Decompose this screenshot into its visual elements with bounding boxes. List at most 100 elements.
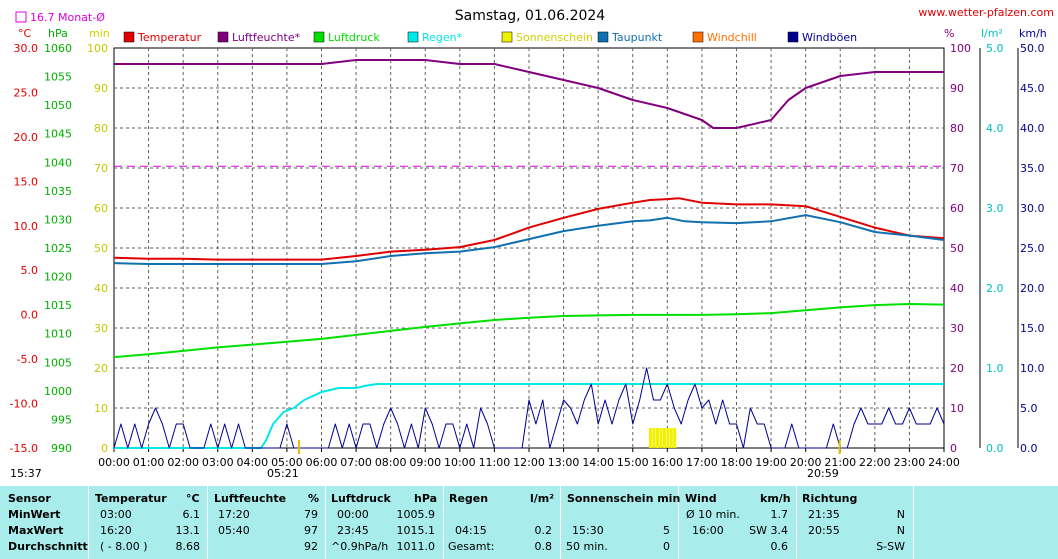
minutes-tick-label: 80 (94, 122, 108, 135)
table-header-hum: Luftfeuchte (214, 492, 287, 505)
wind-tick-label: 30.0 (1020, 202, 1045, 215)
x-tick-label: 03:00 (202, 456, 234, 469)
minutes-tick-label: 30 (94, 322, 108, 335)
cell: N (896, 524, 905, 537)
cell: 0.2 (534, 524, 553, 537)
table-header-sensor: Sensor (8, 492, 51, 505)
minutes-tick-label: 60 (94, 202, 108, 215)
x-tick-label: 05:00 (271, 456, 303, 469)
pressure-tick-label: 1010 (44, 328, 72, 341)
row-label: MinWert (8, 508, 61, 521)
minutes-tick-label: 70 (94, 162, 108, 175)
x-tick-label: 10:00 (444, 456, 476, 469)
minutes-tick-label: 50 (94, 242, 108, 255)
pressure-tick-label: 1015 (44, 299, 72, 312)
sunshine-bar (649, 428, 653, 448)
table-header-sun: Sonnenschein min (567, 492, 681, 505)
table-row: MaxWert 16:20 13.1 05:40 97 23:45 1015.1… (0, 524, 1058, 540)
percent-tick-label: 40 (950, 282, 964, 295)
cell: 1015.1 (396, 524, 436, 537)
pressure-tick-label: 990 (51, 442, 72, 455)
percent-tick-label: 60 (950, 202, 964, 215)
cell: 6.1 (182, 508, 201, 521)
sunshine-bar (666, 428, 670, 448)
cell: 20:55 (808, 524, 840, 537)
pressure-tick-label: 1045 (44, 128, 72, 141)
temp-tick-label: 10.0 (14, 220, 39, 233)
sunshine-bar (659, 428, 663, 448)
cell: 16:00 (692, 524, 724, 537)
site-link[interactable]: www.wetter-pfalzen.com (918, 6, 1054, 19)
temp-tick-label: -15.0 (10, 442, 38, 455)
cell: 03:00 (100, 508, 132, 521)
series-line-luftfeuchte (114, 59, 944, 129)
x-tick-label: 09:00 (409, 456, 441, 469)
minutes-tick-label: 90 (94, 82, 108, 95)
percent-tick-label: 0 (950, 442, 957, 455)
unit-temp: °C (18, 27, 32, 40)
legend-swatch (313, 31, 325, 43)
pressure-tick-label: 1035 (44, 185, 72, 198)
minutes-tick-label: 100 (87, 42, 108, 55)
wind-tick-label: 25.0 (1020, 242, 1045, 255)
cell: 13.1 (175, 524, 201, 537)
x-tick-label: 04:00 (236, 456, 268, 469)
x-tick-label: 02:00 (167, 456, 199, 469)
table-header-dir: Richtung (802, 492, 858, 505)
cell: N (896, 508, 905, 521)
unit-pct: % (944, 27, 954, 40)
x-tick-label: 07:00 (340, 456, 372, 469)
cell: SW 3.4 (749, 524, 788, 537)
table-header-temp-unit: °C (186, 492, 200, 505)
cell: 23:45 (337, 524, 369, 537)
temp-tick-label: -10.0 (10, 398, 38, 411)
chart-title: Samstag, 01.06.2024 (455, 8, 606, 24)
legend-label: Windböen (802, 31, 857, 44)
table-row: Durchschnitt ( - 8.00 ) 8.68 92 ^0.9hPa/… (0, 540, 1058, 556)
legend-swatch (692, 31, 704, 43)
cell: 16:20 (100, 524, 132, 537)
wind-tick-label: 40.0 (1020, 122, 1045, 135)
row-label: Durchschnitt (8, 540, 88, 553)
rain-tick-label: 0.0 (986, 442, 1004, 455)
temp-tick-label: 30.0 (14, 42, 39, 55)
wind-tick-label: 45.0 (1020, 82, 1045, 95)
x-tick-label: 24:00 (928, 456, 960, 469)
x-tick-label: 12:00 (513, 456, 545, 469)
summary-table: Sensor Temperatur °C Luftfeuchte % Luftd… (0, 486, 1058, 559)
pressure-tick-label: 1000 (44, 385, 72, 398)
x-tick-label: 20:00 (790, 456, 822, 469)
wind-tick-label: 10.0 (1020, 362, 1045, 375)
cell: 1011.0 (396, 540, 436, 553)
cell: 21:35 (808, 508, 840, 521)
minutes-tick-label: 0 (101, 442, 108, 455)
wind-tick-label: 15.0 (1020, 322, 1045, 335)
table-header-rain: Regen (449, 492, 489, 505)
percent-tick-label: 80 (950, 122, 964, 135)
temp-tick-label: -5.0 (17, 353, 38, 366)
legend-label: Windchill (707, 31, 757, 44)
unit-rain: l/m² (981, 27, 1003, 40)
pressure-tick-label: 1005 (44, 356, 72, 369)
temp-tick-label: 5.0 (21, 264, 39, 277)
sunshine-bar (669, 428, 673, 448)
cell: 1.7 (770, 508, 789, 521)
cell: Gesamt: (448, 540, 495, 553)
legend-swatch (407, 31, 419, 43)
table-header-press-unit: hPa (414, 492, 438, 505)
temp-tick-label: 0.0 (21, 309, 39, 322)
cell: 79 (304, 508, 318, 521)
pressure-tick-label: 1020 (44, 271, 72, 284)
rain-tick-label: 3.0 (986, 202, 1004, 215)
pressure-tick-label: 1040 (44, 156, 72, 169)
series-line-windben (113, 367, 945, 449)
x-tick-label: 13:00 (548, 456, 580, 469)
legend-swatch (787, 31, 799, 43)
percent-tick-label: 20 (950, 362, 964, 375)
x-tick-label: 23:00 (894, 456, 926, 469)
pressure-tick-label: 1050 (44, 99, 72, 112)
x-tick-label: 15:00 (617, 456, 649, 469)
series-line-temperatur (113, 197, 945, 261)
cell: 8.68 (175, 540, 201, 553)
cell: 92 (304, 540, 318, 553)
